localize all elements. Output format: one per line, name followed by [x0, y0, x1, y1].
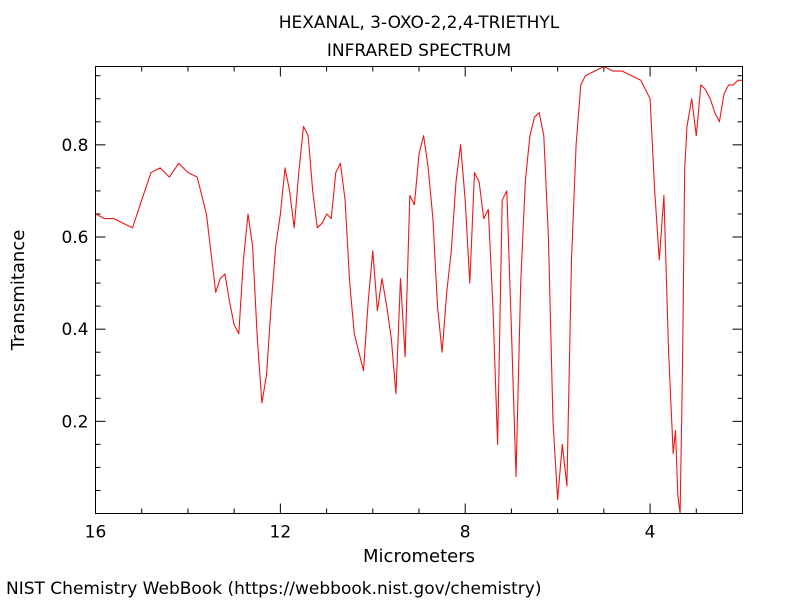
y-tick-label: 0.2 [61, 412, 88, 432]
series-layer [95, 65, 743, 515]
y-tick-label: 0.4 [61, 320, 88, 340]
axis-ticks [95, 66, 743, 514]
x-tick-label: 4 [645, 523, 656, 543]
y-axis-label: Transmitance [8, 230, 29, 352]
tick-labels: 16 12 8 4 0.2 0.4 0.6 0.8 [61, 136, 655, 543]
y-tick-label: 0.8 [61, 136, 88, 156]
x-tick-label: 12 [270, 523, 292, 543]
chart-title-line-2: INFRARED SPECTRUM [327, 41, 511, 61]
spectrum-line [95, 65, 743, 515]
y-tick-label: 0.6 [61, 228, 88, 248]
chart-title-line-1: HEXANAL, 3-OXO-2,2,4-TRIETHYL [279, 13, 560, 33]
x-axis-label: Micrometers [363, 546, 475, 567]
source-credit: NIST Chemistry WebBook (https://webbook.… [6, 579, 541, 599]
x-tick-label: 8 [460, 523, 471, 543]
x-tick-label: 16 [85, 523, 107, 543]
plot-frame [95, 66, 743, 514]
